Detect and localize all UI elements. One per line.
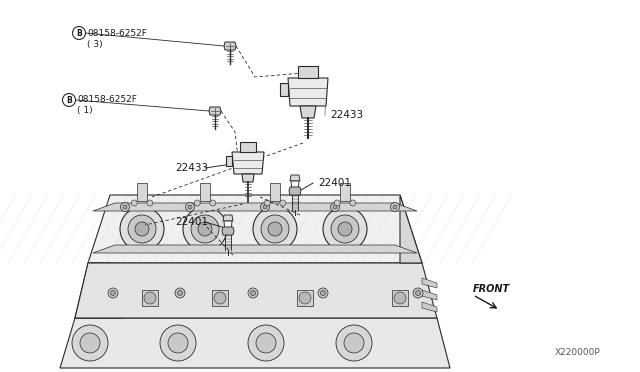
Circle shape (415, 291, 420, 295)
Circle shape (191, 215, 219, 243)
Polygon shape (240, 142, 256, 152)
Text: FRONT: FRONT (473, 284, 510, 294)
Circle shape (131, 200, 137, 206)
Polygon shape (75, 263, 437, 318)
Polygon shape (75, 263, 125, 318)
Text: 22433: 22433 (175, 163, 208, 173)
Circle shape (331, 215, 359, 243)
Text: 08158-6252F: 08158-6252F (77, 96, 137, 105)
Circle shape (123, 205, 127, 209)
Circle shape (210, 200, 216, 206)
Circle shape (198, 222, 212, 236)
Polygon shape (223, 215, 233, 221)
Circle shape (147, 200, 153, 206)
Polygon shape (290, 175, 300, 181)
Circle shape (160, 325, 196, 361)
Circle shape (413, 288, 423, 298)
Bar (297, 290, 313, 306)
Polygon shape (88, 195, 422, 263)
Polygon shape (226, 156, 232, 166)
Circle shape (260, 202, 269, 212)
Polygon shape (224, 42, 236, 50)
Bar (270, 183, 280, 201)
Polygon shape (93, 245, 417, 253)
Polygon shape (288, 78, 328, 106)
Bar (200, 183, 210, 201)
Circle shape (256, 333, 276, 353)
Polygon shape (422, 290, 437, 300)
Text: ( 3): ( 3) (87, 39, 102, 48)
Circle shape (214, 292, 226, 304)
Circle shape (333, 205, 337, 209)
Circle shape (344, 333, 364, 353)
Circle shape (128, 215, 156, 243)
Polygon shape (242, 174, 254, 182)
Text: B: B (66, 96, 72, 105)
Circle shape (323, 207, 367, 251)
Polygon shape (232, 152, 264, 174)
Circle shape (177, 291, 182, 295)
Circle shape (183, 207, 227, 251)
Polygon shape (60, 318, 450, 368)
Text: 08158-6252F: 08158-6252F (87, 29, 147, 38)
Circle shape (350, 200, 356, 206)
Circle shape (144, 292, 156, 304)
Circle shape (299, 292, 311, 304)
Circle shape (330, 202, 339, 212)
Circle shape (188, 205, 192, 209)
Bar (340, 183, 350, 201)
Circle shape (338, 222, 352, 236)
Polygon shape (422, 278, 437, 288)
Circle shape (250, 291, 255, 295)
Circle shape (334, 200, 340, 206)
Polygon shape (298, 66, 318, 78)
Circle shape (120, 207, 164, 251)
Circle shape (168, 333, 188, 353)
Circle shape (261, 215, 289, 243)
Circle shape (280, 200, 286, 206)
Circle shape (108, 288, 118, 298)
Circle shape (253, 207, 297, 251)
Circle shape (390, 202, 399, 212)
Bar (137, 183, 147, 201)
Polygon shape (289, 187, 301, 195)
Text: 22401: 22401 (175, 217, 208, 227)
Bar (212, 290, 228, 306)
Polygon shape (400, 195, 422, 263)
Bar (392, 290, 408, 306)
Circle shape (80, 333, 100, 353)
Polygon shape (93, 203, 417, 211)
Circle shape (111, 291, 115, 295)
Circle shape (135, 222, 149, 236)
Text: X220000P: X220000P (554, 348, 600, 357)
Text: B: B (76, 29, 82, 38)
Text: ( 1): ( 1) (77, 106, 93, 115)
Circle shape (393, 205, 397, 209)
Circle shape (248, 288, 258, 298)
Polygon shape (222, 227, 234, 235)
Polygon shape (224, 221, 232, 233)
Text: 22401: 22401 (318, 178, 351, 188)
Circle shape (194, 200, 200, 206)
Circle shape (120, 202, 129, 212)
Circle shape (321, 291, 326, 295)
Polygon shape (291, 181, 299, 193)
Circle shape (72, 325, 108, 361)
Circle shape (394, 292, 406, 304)
Polygon shape (280, 83, 288, 96)
Circle shape (268, 222, 282, 236)
Polygon shape (300, 106, 316, 118)
Bar (142, 290, 158, 306)
Circle shape (318, 288, 328, 298)
Circle shape (175, 288, 185, 298)
Polygon shape (422, 302, 437, 312)
Text: 22433: 22433 (330, 110, 363, 120)
Circle shape (248, 325, 284, 361)
Circle shape (336, 325, 372, 361)
Circle shape (263, 205, 267, 209)
Circle shape (186, 202, 195, 212)
Polygon shape (209, 107, 221, 115)
Circle shape (264, 200, 270, 206)
